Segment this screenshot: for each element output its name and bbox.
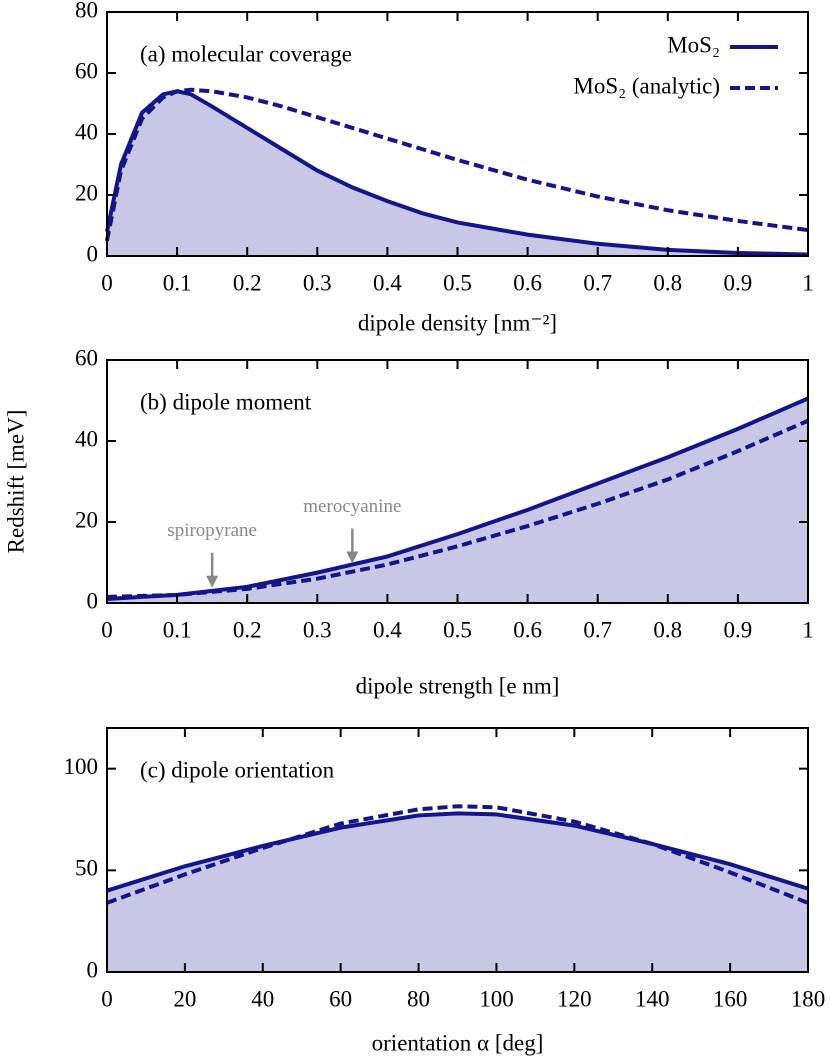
x-tick-label: 0.1 [163, 617, 192, 642]
x-tick-label: 0.5 [443, 270, 472, 295]
x-tick-label: 0.9 [724, 270, 753, 295]
x-axis-label: dipole density [nm⁻²] [358, 310, 557, 335]
x-tick-label: 0.3 [303, 617, 332, 642]
y-tick-label: 80 [75, 0, 98, 22]
x-tick-label: 0.9 [724, 617, 753, 642]
x-tick-label: 40 [251, 986, 274, 1011]
x-tick-label: 160 [713, 986, 748, 1011]
plot-frame [106, 727, 809, 973]
legend-label: MoS₂ [667, 32, 720, 57]
y-tick-label: 100 [64, 754, 99, 779]
y-tick-label: 60 [75, 345, 98, 370]
x-tick-label: 0.1 [163, 270, 192, 295]
x-tick-label: 140 [635, 986, 670, 1011]
panel: 0 0.1 0.2 0.3 0.4 0.5 0.6 0.7 0.8 0.9 1 0 20 40 60 80 (a… [75, 0, 814, 335]
legend-label: MoS₂ (analytic) [573, 73, 720, 98]
y-tick-label: 40 [75, 426, 98, 451]
series-line [106, 811, 809, 893]
x-tick-label: 0.8 [653, 270, 682, 295]
x-tick-label: 0 [101, 986, 113, 1011]
x-tick-label: 0.6 [513, 270, 542, 295]
x-tick-label: 0.2 [233, 270, 262, 295]
x-tick-label: 0.4 [373, 270, 402, 295]
area-fill [107, 813, 808, 972]
y-tick-label: 20 [75, 507, 98, 532]
x-tick-label: 0.7 [583, 617, 612, 642]
series-line [106, 804, 809, 905]
series-line [106, 396, 809, 601]
series-line [105, 89, 809, 257]
arrow-head [346, 551, 359, 564]
x-tick-label: 0.8 [653, 617, 682, 642]
x-tick-label: 0.4 [373, 617, 402, 642]
x-tick-label: 120 [557, 986, 592, 1011]
y-tick-label: 50 [75, 856, 98, 881]
y-tick-label: 60 [75, 58, 98, 83]
x-tick-label: 180 [791, 986, 826, 1011]
y-tick-label: 40 [75, 119, 98, 144]
area-fill [107, 398, 808, 603]
x-tick-label: 80 [407, 986, 430, 1011]
x-axis-label: dipole strength [e nm] [356, 673, 560, 698]
arrow-head [206, 575, 219, 588]
x-tick-label: 60 [329, 986, 352, 1011]
x-tick-label: 0.6 [513, 617, 542, 642]
y-tick-label: 0 [87, 957, 99, 982]
x-tick-label: 100 [479, 986, 514, 1011]
x-tick-label: 0.3 [303, 270, 332, 295]
panel-title: (b) dipole moment [140, 389, 312, 414]
series-line [105, 87, 809, 242]
panel-title: (a) molecular coverage [140, 41, 352, 66]
annotation-label: merocyanine [303, 496, 401, 517]
y-tick-label: 20 [75, 180, 98, 205]
x-axis-label: orientation α [deg] [372, 1030, 544, 1055]
x-tick-label: 0.7 [583, 270, 612, 295]
y-tick-label: 0 [87, 588, 99, 613]
x-tick-label: 0.2 [233, 617, 262, 642]
panel-title: (c) dipole orientation [140, 757, 335, 782]
x-tick-label: 1 [802, 617, 814, 642]
x-tick-label: 1 [802, 270, 814, 295]
x-tick-label: 0.5 [443, 617, 472, 642]
panel: 0 0.1 0.2 0.3 0.4 0.5 0.6 0.7 0.8 0.9 1 0 20 40 60 (b) … [3, 345, 813, 698]
x-tick-label: 0 [101, 617, 113, 642]
panel: 0 20 40 60 80 100 120 140 160 180 0 50 100 (c) dipole… [64, 727, 826, 1055]
x-tick-label: 0 [101, 270, 113, 295]
area-fill [107, 91, 808, 256]
annotation-label: spiropyrane [167, 520, 257, 541]
y-axis-label: Redshift [meV] [3, 410, 28, 554]
series-line [106, 418, 809, 599]
x-tick-label: 20 [173, 986, 196, 1011]
y-tick-label: 0 [87, 241, 99, 266]
